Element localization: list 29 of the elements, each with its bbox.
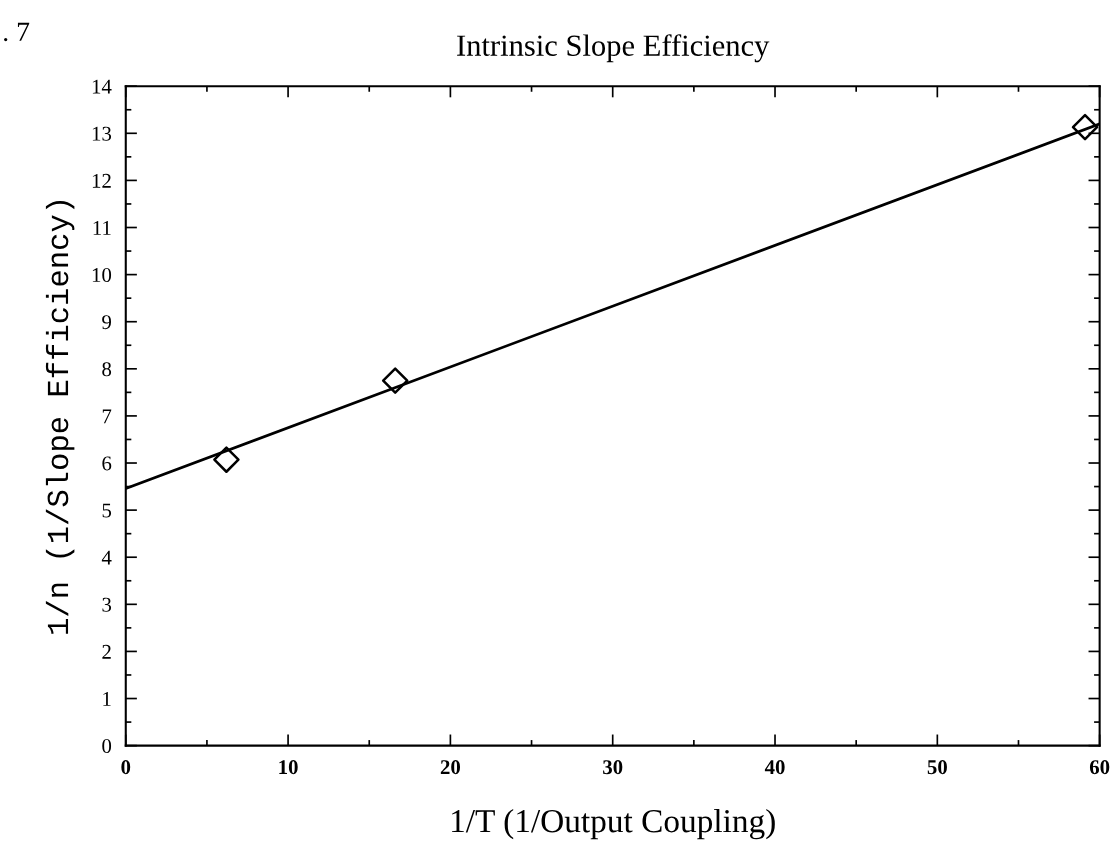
y-axis-title: 1/n (1/Slope Efficiency) [45,201,75,634]
y-tick-label: 5 [102,503,112,518]
chart-title: Intrinsic Slope Efficiency [457,34,770,63]
point [1071,113,1099,141]
x-tick-label: 20 [440,760,461,775]
text: . 7 [4,22,30,42]
y-tick-label: 14 [92,79,112,94]
x-tick-label: 50 [927,760,947,775]
point [213,446,240,473]
x-tick-label: 40 [764,760,785,775]
x-axis-title: 1/T (1/Output Coupling) [452,808,775,840]
y-tick-label: 9 [102,315,112,330]
y-tick-label: 10 [92,267,112,283]
x-tick-label: 0 [121,760,131,775]
y-tick-label: 3 [102,597,112,612]
y-tick-label: 2 [102,644,111,659]
y-tick-label: 4 [101,550,112,565]
y-tick-label: 12 [92,173,111,188]
y-tick-label: 7 [102,409,112,424]
x-tick-label: 60 [1089,760,1110,775]
y-tick-label: 0 [102,739,112,754]
x-tick-label: 30 [603,760,623,775]
x-tick-label: 10 [279,760,298,775]
point [381,367,409,394]
y-tick-label: 11 [93,220,111,235]
y-tick-label: 6 [102,456,112,471]
y-tick-label: 13 [92,126,112,141]
y-tick-label: 8 [102,362,112,377]
y-tick-label: 1 [103,692,111,706]
